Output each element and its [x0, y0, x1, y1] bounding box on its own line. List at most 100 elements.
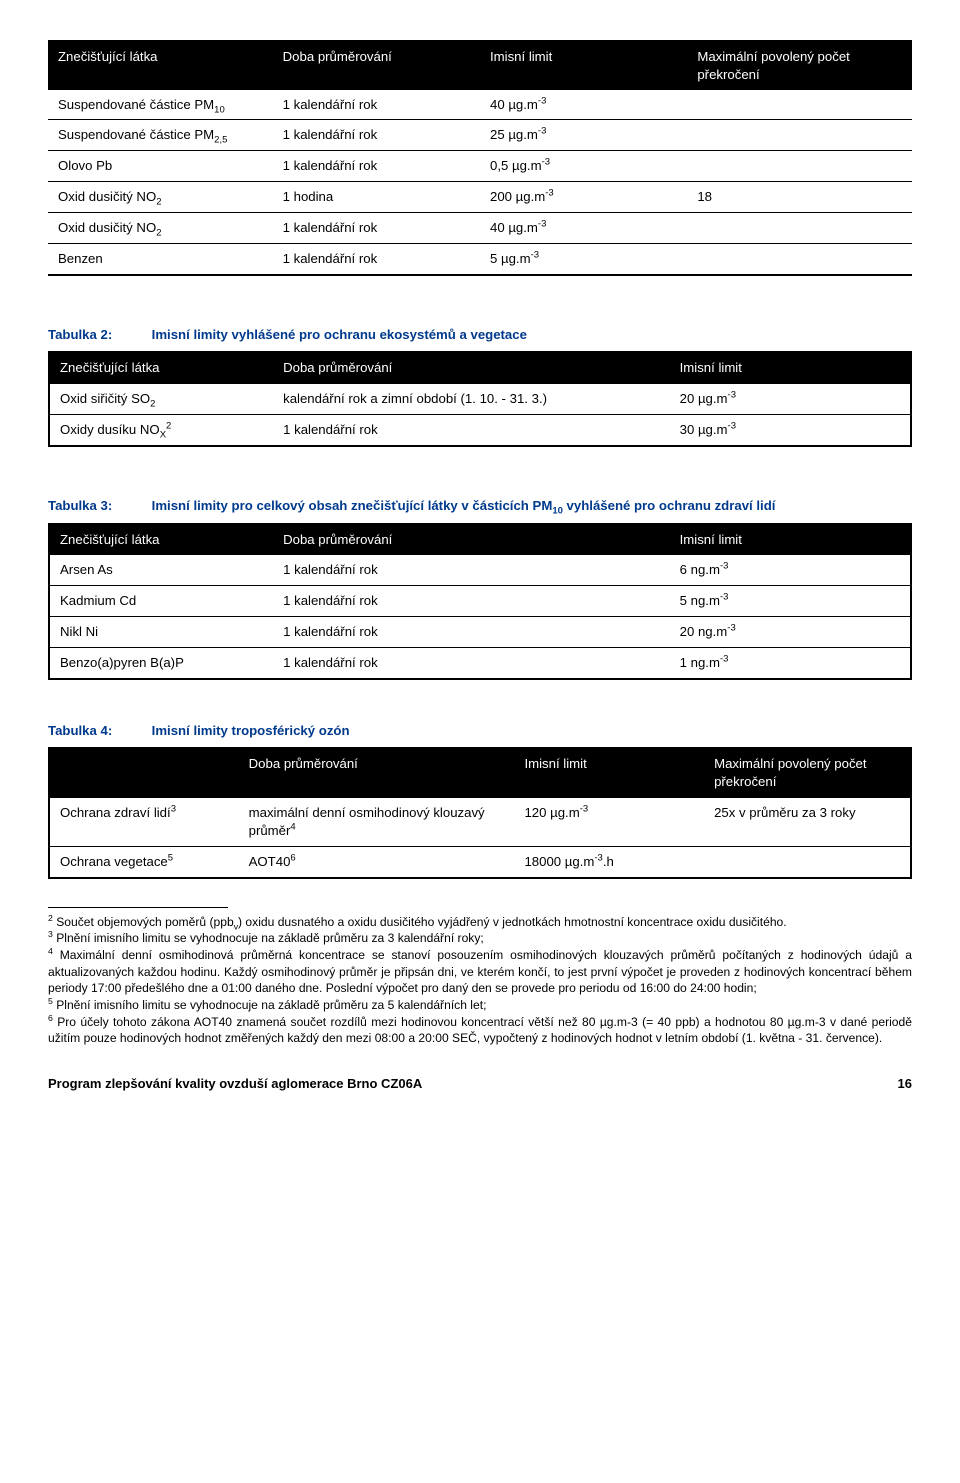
table-cell: Oxid dusičitý NO2	[48, 182, 273, 213]
table-cell: 1 kalendářní rok	[273, 555, 670, 586]
table-row: Ochrana vegetace5AOT40618000 µg.m-3.h	[49, 846, 911, 877]
t4-h4: Maximální povolený počet překročení	[704, 748, 911, 797]
t2-h1: Znečišťující látka	[49, 352, 273, 383]
table-cell: Suspendované částice PM2,5	[48, 120, 273, 151]
table-cell	[687, 243, 912, 274]
table-cell: Oxid dusičitý NO2	[48, 212, 273, 243]
t1-h3: Imisní limit	[480, 41, 687, 90]
table-4-title-num: Tabulka 4:	[48, 722, 148, 740]
table-cell: 18000 µg.m-3.h	[514, 846, 704, 877]
table-4-title: Tabulka 4: Imisní limity troposférický o…	[48, 722, 912, 740]
table-1: Znečišťující látka Doba průměrování Imis…	[48, 40, 912, 276]
table-cell: 120 µg.m-3	[514, 798, 704, 847]
t2-body: Oxid siřičitý SO2kalendářní rok a zimní …	[49, 384, 911, 446]
t3-h3: Imisní limit	[670, 524, 911, 555]
table-cell	[687, 151, 912, 182]
table-cell	[687, 120, 912, 151]
table-3-title: Tabulka 3: Imisní limity pro celkový obs…	[48, 497, 912, 515]
table-cell: Benzen	[48, 243, 273, 274]
page-footer: Program zlepšování kvality ovzduší aglom…	[48, 1075, 912, 1093]
table-cell: Oxidy dusíku NOX2	[49, 414, 273, 445]
footnotes: 2 Součet objemových poměrů (ppbv) oxidu …	[48, 914, 912, 1048]
table-row: Benzen1 kalendářní rok5 µg.m-3	[48, 243, 912, 274]
table-cell: 6 ng.m-3	[670, 555, 911, 586]
table-row: Ochrana zdraví lidí3maximální denní osmi…	[49, 798, 911, 847]
t3-body: Arsen As1 kalendářní rok6 ng.m-3Kadmium …	[49, 555, 911, 679]
table-cell: 1 kalendářní rok	[273, 120, 480, 151]
table-cell: 20 ng.m-3	[670, 617, 911, 648]
table-cell: Ochrana zdraví lidí3	[49, 798, 239, 847]
footnote-5: 5 Plnění imisního limitu se vyhodnocuje …	[48, 997, 912, 1014]
table-3-title-text: Imisní limity pro celkový obsah znečišťu…	[152, 498, 776, 513]
table-cell	[704, 846, 911, 877]
footer-left: Program zlepšování kvality ovzduší aglom…	[48, 1075, 422, 1093]
t2-h2: Doba průměrování	[273, 352, 670, 383]
table-cell: 1 kalendářní rok	[273, 90, 480, 120]
table-row: Benzo(a)pyren B(a)P1 kalendářní rok1 ng.…	[49, 647, 911, 678]
table-cell: kalendářní rok a zimní období (1. 10. - …	[273, 384, 670, 415]
table-2-title-text: Imisní limity vyhlášené pro ochranu ekos…	[152, 327, 527, 342]
table-cell: 200 µg.m-3	[480, 182, 687, 213]
table-row: Suspendované částice PM2,51 kalendářní r…	[48, 120, 912, 151]
t2-h3: Imisní limit	[670, 352, 911, 383]
t4-h2: Doba průměrování	[239, 748, 515, 797]
table-cell: 30 µg.m-3	[670, 414, 911, 445]
table-row: Kadmium Cd1 kalendářní rok5 ng.m-3	[49, 586, 911, 617]
table-row: Olovo Pb1 kalendářní rok0,5 µg.m-3	[48, 151, 912, 182]
table-2: Znečišťující látka Doba průměrování Imis…	[48, 351, 912, 446]
footnote-4: 4 Maximální denní osmihodinová průměrná …	[48, 947, 912, 997]
footnote-6: 6 Pro účely tohoto zákona AOT40 znamená …	[48, 1014, 912, 1047]
table-cell: Olovo Pb	[48, 151, 273, 182]
table-cell: 5 µg.m-3	[480, 243, 687, 274]
table-cell	[687, 212, 912, 243]
table-3-title-num: Tabulka 3:	[48, 497, 148, 515]
table-cell: 40 µg.m-3	[480, 212, 687, 243]
table-3: Znečišťující látka Doba průměrování Imis…	[48, 523, 912, 680]
table-cell: 25 µg.m-3	[480, 120, 687, 151]
table-cell: 25x v průměru za 3 roky	[704, 798, 911, 847]
footer-right: 16	[898, 1075, 912, 1093]
table-cell: 1 kalendářní rok	[273, 647, 670, 678]
t3-h2: Doba průměrování	[273, 524, 670, 555]
table-cell: 1 kalendářní rok	[273, 617, 670, 648]
table-4: Doba průměrování Imisní limit Maximální …	[48, 747, 912, 878]
t4-h3: Imisní limit	[514, 748, 704, 797]
table-row: Arsen As1 kalendářní rok6 ng.m-3	[49, 555, 911, 586]
footnote-rule	[48, 907, 228, 908]
table-row: Nikl Ni1 kalendářní rok20 ng.m-3	[49, 617, 911, 648]
table-row: Suspendované částice PM101 kalendářní ro…	[48, 90, 912, 120]
t1-body: Suspendované částice PM101 kalendářní ro…	[48, 90, 912, 275]
table-cell: 1 kalendářní rok	[273, 212, 480, 243]
table-cell: Arsen As	[49, 555, 273, 586]
table-cell: 1 hodina	[273, 182, 480, 213]
table-row: Oxid siřičitý SO2kalendářní rok a zimní …	[49, 384, 911, 415]
table-4-title-text: Imisní limity troposférický ozón	[152, 723, 350, 738]
table-cell: Benzo(a)pyren B(a)P	[49, 647, 273, 678]
table-cell: maximální denní osmihodinový klouzavý pr…	[239, 798, 515, 847]
table-cell: Ochrana vegetace5	[49, 846, 239, 877]
t1-h1: Znečišťující látka	[48, 41, 273, 90]
table-cell: Nikl Ni	[49, 617, 273, 648]
t4-body: Ochrana zdraví lidí3maximální denní osmi…	[49, 798, 911, 878]
table-cell: 18	[687, 182, 912, 213]
table-2-title-num: Tabulka 2:	[48, 326, 148, 344]
table-cell: Kadmium Cd	[49, 586, 273, 617]
t1-h4: Maximální povolený počet překročení	[687, 41, 912, 90]
table-cell: 1 kalendářní rok	[273, 151, 480, 182]
footnote-3: 3 Plnění imisního limitu se vyhodnocuje …	[48, 930, 912, 947]
t3-h1: Znečišťující látka	[49, 524, 273, 555]
table-cell: 1 kalendářní rok	[273, 414, 670, 445]
table-row: Oxid dusičitý NO21 kalendářní rok40 µg.m…	[48, 212, 912, 243]
table-2-title: Tabulka 2: Imisní limity vyhlášené pro o…	[48, 326, 912, 344]
table-cell: 1 kalendářní rok	[273, 243, 480, 274]
table-cell	[687, 90, 912, 120]
footnote-2: 2 Součet objemových poměrů (ppbv) oxidu …	[48, 914, 912, 931]
table-cell: Suspendované částice PM10	[48, 90, 273, 120]
table-cell: 40 µg.m-3	[480, 90, 687, 120]
table-cell: Oxid siřičitý SO2	[49, 384, 273, 415]
table-cell: 0,5 µg.m-3	[480, 151, 687, 182]
table-cell: 20 µg.m-3	[670, 384, 911, 415]
table-cell: 1 ng.m-3	[670, 647, 911, 678]
t1-h2: Doba průměrování	[273, 41, 480, 90]
table-cell: 1 kalendářní rok	[273, 586, 670, 617]
